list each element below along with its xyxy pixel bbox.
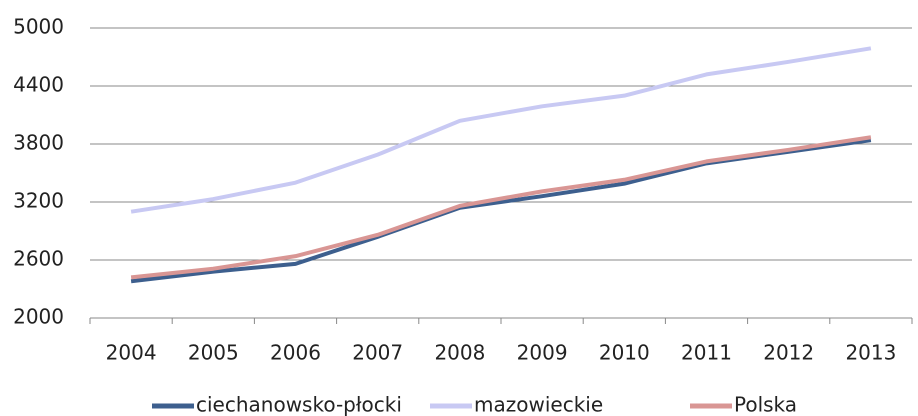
y-tick-label: 3800 <box>13 131 64 155</box>
x-tick-label: 2012 <box>763 341 814 365</box>
line-series <box>130 135 872 280</box>
legend-label: Polska <box>734 393 797 416</box>
x-tick-label: 2007 <box>352 341 403 365</box>
x-tick-label: 2004 <box>106 341 157 365</box>
x-tick-label: 2013 <box>845 341 896 365</box>
legend-label: mazowieckie <box>474 393 603 416</box>
y-tick-label: 2600 <box>13 247 64 271</box>
x-tick-label: 2006 <box>270 341 321 365</box>
y-tick-label: 5000 <box>13 15 64 39</box>
y-tick-label: 3200 <box>13 189 64 213</box>
y-tick-label: 4400 <box>13 73 64 97</box>
x-tick-label: 2008 <box>434 341 485 365</box>
x-tick-label: 2005 <box>188 341 239 365</box>
legend-label: ciechanowsko-płocki <box>196 393 402 416</box>
x-tick-label: 2010 <box>599 341 650 365</box>
x-tick-label: 2011 <box>681 341 732 365</box>
line-series <box>130 46 872 214</box>
x-tick-label: 2009 <box>517 341 568 365</box>
y-tick-label: 2000 <box>13 305 64 329</box>
